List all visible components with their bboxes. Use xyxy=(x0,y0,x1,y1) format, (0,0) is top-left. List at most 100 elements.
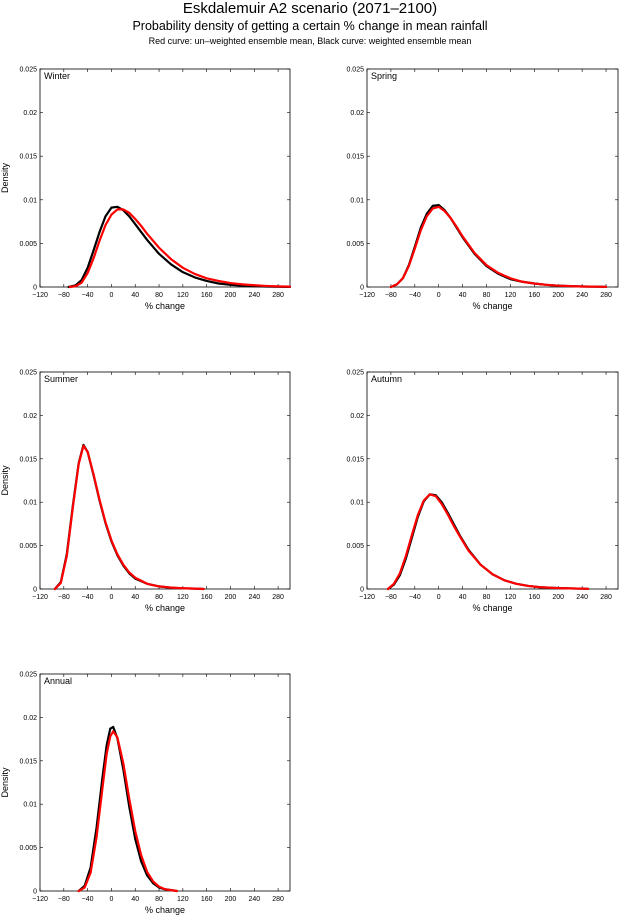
winter-plot-frame xyxy=(39,68,291,288)
summer-ytick-label: 0.005 xyxy=(19,543,37,550)
spring-xtick-label: 120 xyxy=(505,292,517,299)
winter-xtick-label: −120 xyxy=(32,292,48,299)
summer-xtick-label: 0 xyxy=(109,594,113,601)
winter-xtick-label: −40 xyxy=(82,292,94,299)
autumn-xtick-label: 200 xyxy=(552,594,564,601)
annual-ytick-label: 0 xyxy=(33,889,37,896)
spring-xtick-label: −120 xyxy=(359,292,375,299)
summer-xtick-label: 280 xyxy=(272,594,284,601)
autumn-xtick-label: 0 xyxy=(437,594,441,601)
summer-xtick-label: 200 xyxy=(225,594,237,601)
summer-xtick-label: 120 xyxy=(177,594,189,601)
annual-xtick-label: 120 xyxy=(177,896,189,903)
summer-ytick-label: 0 xyxy=(33,587,37,594)
spring-xtick-label: 160 xyxy=(528,292,540,299)
annual-ytick-label: 0.01 xyxy=(23,802,37,809)
annual-xlabel: % change xyxy=(145,905,185,915)
spring-xtick-label: 280 xyxy=(600,292,612,299)
autumn-plot-frame xyxy=(366,371,619,590)
summer-xlabel: % change xyxy=(145,603,185,613)
annual-ylabel: Density xyxy=(0,767,10,798)
summer-weighted-curve xyxy=(53,443,205,591)
annual-unweighted-curve xyxy=(77,730,178,893)
annual-xtick-label: −40 xyxy=(82,896,94,903)
winter-xtick-label: 0 xyxy=(109,292,113,299)
winter-xtick-label: 160 xyxy=(201,292,213,299)
autumn-xtick-label: 240 xyxy=(576,594,588,601)
winter-unweighted-curve xyxy=(68,208,292,289)
winter-xtick-label: 280 xyxy=(272,292,284,299)
spring-xtick-label: 240 xyxy=(576,292,588,299)
annual-weighted-curve xyxy=(77,725,178,893)
autumn-xtick-label: 280 xyxy=(600,594,612,601)
summer-panel-label: Summer xyxy=(44,374,78,384)
winter-ytick-label: 0.02 xyxy=(23,110,37,117)
winter-xtick-label: −80 xyxy=(58,292,70,299)
winter-xtick-label: 200 xyxy=(225,292,237,299)
spring-xtick-label: −80 xyxy=(385,292,397,299)
annual-xtick-label: 160 xyxy=(201,896,213,903)
autumn-ytick-label: 0 xyxy=(360,587,364,594)
summer-xtick-label: 40 xyxy=(131,594,139,601)
annual-panel-label: Annual xyxy=(44,676,72,686)
spring-xtick-label: 0 xyxy=(437,292,441,299)
annual-ytick-label: 0.02 xyxy=(23,715,37,722)
spring-xtick-label: 40 xyxy=(459,292,467,299)
summer-ytick-label: 0.02 xyxy=(23,413,37,420)
winter-ylabel: Density xyxy=(0,162,10,193)
summer-ylabel: Density xyxy=(0,465,10,496)
autumn-ytick-label: 0.005 xyxy=(346,543,364,550)
spring-xtick-label: 80 xyxy=(483,292,491,299)
annual-xtick-label: −80 xyxy=(58,896,70,903)
annual-ytick-label: 0.015 xyxy=(19,758,37,765)
winter-ytick-label: 0.015 xyxy=(19,154,37,161)
spring-unweighted-curve xyxy=(389,205,608,289)
spring-xlabel: % change xyxy=(472,301,512,311)
winter-weighted-curve xyxy=(67,205,292,289)
summer-unweighted-curve xyxy=(53,444,205,591)
spring-plot-frame xyxy=(366,68,619,288)
autumn-ytick-label: 0.015 xyxy=(346,456,364,463)
spring-weighted-curve xyxy=(389,203,608,289)
winter-panel-label: Winter xyxy=(44,71,70,81)
summer-xtick-label: 80 xyxy=(155,594,163,601)
winter-xtick-label: 120 xyxy=(177,292,189,299)
spring-ytick-label: 0.02 xyxy=(350,110,364,117)
summer-ytick-label: 0.025 xyxy=(19,370,37,377)
winter-ytick-label: 0.01 xyxy=(23,197,37,204)
annual-xtick-label: −120 xyxy=(32,896,48,903)
autumn-xtick-label: 40 xyxy=(459,594,467,601)
spring-panel-label: Spring xyxy=(371,71,397,81)
annual-ytick-label: 0.025 xyxy=(19,672,37,679)
summer-xtick-label: 240 xyxy=(248,594,260,601)
summer-ytick-label: 0.015 xyxy=(19,456,37,463)
spring-xtick-label: 200 xyxy=(552,292,564,299)
page-subtitle: Probability density of getting a certain… xyxy=(132,19,488,33)
annual-plot-frame xyxy=(39,673,291,892)
annual-xtick-label: 40 xyxy=(131,896,139,903)
autumn-xtick-label: 160 xyxy=(528,594,540,601)
annual-xtick-label: 0 xyxy=(109,896,113,903)
page-title: Eskdalemuir A2 scenario (2071–2100) xyxy=(182,0,438,17)
autumn-ytick-label: 0.01 xyxy=(350,500,364,507)
spring-ytick-label: 0 xyxy=(360,285,364,292)
spring-xtick-label: −40 xyxy=(409,292,421,299)
winter-xtick-label: 40 xyxy=(131,292,139,299)
summer-xtick-label: −80 xyxy=(58,594,70,601)
autumn-xtick-label: 80 xyxy=(483,594,491,601)
annual-xtick-label: 80 xyxy=(155,896,163,903)
spring-ytick-label: 0.015 xyxy=(346,154,364,161)
autumn-panel-label: Autumn xyxy=(371,374,402,384)
summer-ytick-label: 0.01 xyxy=(23,500,37,507)
autumn-xtick-label: 120 xyxy=(505,594,517,601)
spring-ytick-label: 0.01 xyxy=(350,197,364,204)
spring-ytick-label: 0.005 xyxy=(346,241,364,248)
annual-ytick-label: 0.005 xyxy=(19,845,37,852)
autumn-unweighted-curve xyxy=(386,493,590,591)
annual-xtick-label: 280 xyxy=(272,896,284,903)
summer-xtick-label: −120 xyxy=(32,594,48,601)
autumn-xlabel: % change xyxy=(472,603,512,613)
spring-ytick-label: 0.025 xyxy=(346,67,364,74)
summer-plot-frame xyxy=(39,371,291,590)
